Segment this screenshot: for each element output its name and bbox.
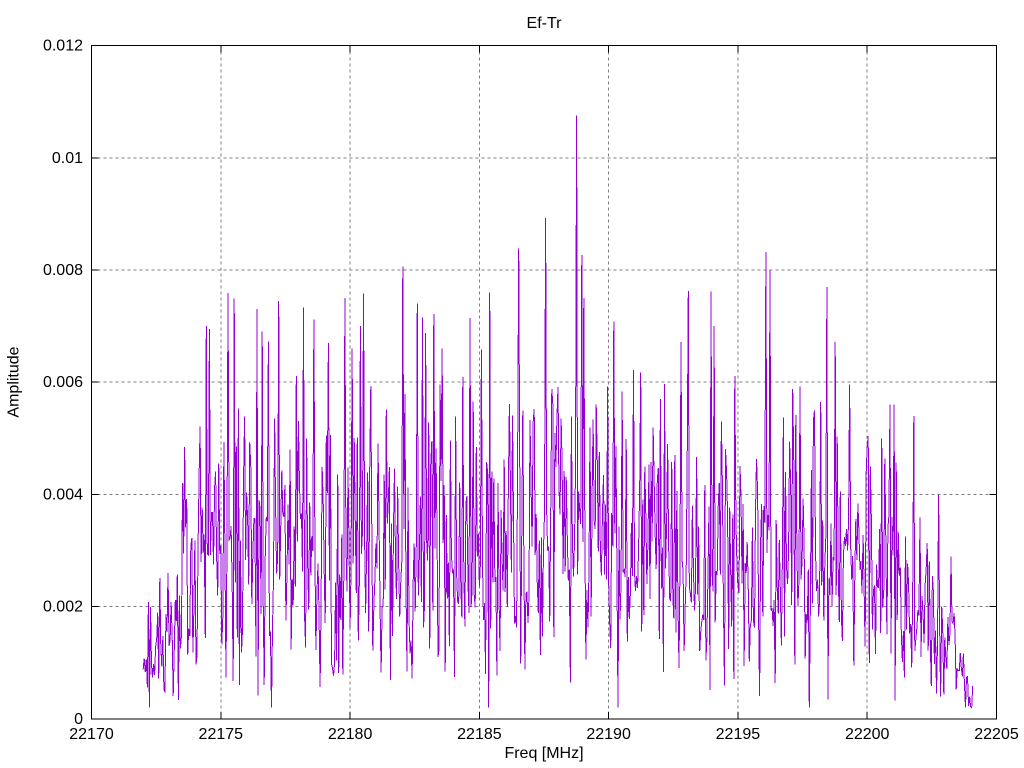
svg-text:Amplitude: Amplitude — [6, 346, 23, 417]
svg-text:22185: 22185 — [457, 726, 502, 743]
svg-text:Freq [MHz]: Freq [MHz] — [504, 745, 583, 762]
svg-text:22170: 22170 — [69, 726, 114, 743]
svg-text:22205: 22205 — [974, 726, 1019, 743]
svg-text:0.006: 0.006 — [43, 374, 83, 391]
svg-text:0.01: 0.01 — [52, 150, 83, 167]
svg-text:0: 0 — [74, 711, 83, 728]
svg-text:22195: 22195 — [716, 726, 761, 743]
svg-text:0.008: 0.008 — [43, 262, 83, 279]
svg-text:22180: 22180 — [328, 726, 373, 743]
svg-text:22200: 22200 — [845, 726, 890, 743]
svg-text:0.012: 0.012 — [43, 38, 83, 55]
svg-text:22175: 22175 — [199, 726, 244, 743]
svg-text:0.002: 0.002 — [43, 599, 83, 616]
svg-text:0.004: 0.004 — [43, 486, 83, 503]
svg-text:Ef-Tr: Ef-Tr — [527, 15, 563, 32]
svg-text:22190: 22190 — [586, 726, 631, 743]
